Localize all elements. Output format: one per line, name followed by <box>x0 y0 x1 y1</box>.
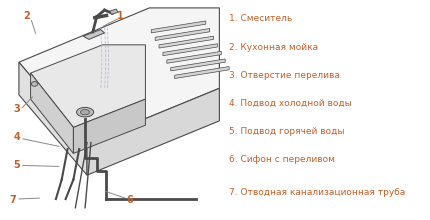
Text: 2. Кухонная мойка: 2. Кухонная мойка <box>229 42 318 51</box>
Ellipse shape <box>31 82 37 86</box>
Polygon shape <box>175 67 229 79</box>
Text: 3. Отверстие перелива: 3. Отверстие перелива <box>229 71 340 80</box>
Text: 1: 1 <box>117 11 123 20</box>
Circle shape <box>77 107 94 117</box>
Polygon shape <box>31 73 74 153</box>
Text: 4. Подвод холодной воды: 4. Подвод холодной воды <box>229 99 352 108</box>
Polygon shape <box>74 99 145 153</box>
Text: 4: 4 <box>14 132 20 142</box>
Polygon shape <box>155 29 210 40</box>
Text: 6: 6 <box>126 195 133 205</box>
Polygon shape <box>110 9 118 15</box>
Polygon shape <box>19 62 87 175</box>
Text: 6. Сифон с переливом: 6. Сифон с переливом <box>229 156 335 165</box>
Text: 7: 7 <box>10 195 16 205</box>
Circle shape <box>80 110 90 115</box>
Text: 1. Смеситель: 1. Смеситель <box>229 14 292 23</box>
Polygon shape <box>159 36 214 48</box>
Polygon shape <box>83 30 104 39</box>
Text: 3: 3 <box>14 104 20 114</box>
Text: 7. Отводная канализационная труба: 7. Отводная канализационная труба <box>229 188 405 197</box>
Text: 5. Подвод горячей воды: 5. Подвод горячей воды <box>229 127 344 136</box>
Polygon shape <box>163 44 218 56</box>
Polygon shape <box>19 8 219 143</box>
Polygon shape <box>151 21 206 33</box>
Text: 5: 5 <box>14 160 20 170</box>
Polygon shape <box>31 45 145 127</box>
Polygon shape <box>171 59 225 71</box>
Polygon shape <box>167 51 221 63</box>
Polygon shape <box>87 88 219 175</box>
Text: 2: 2 <box>23 11 30 20</box>
